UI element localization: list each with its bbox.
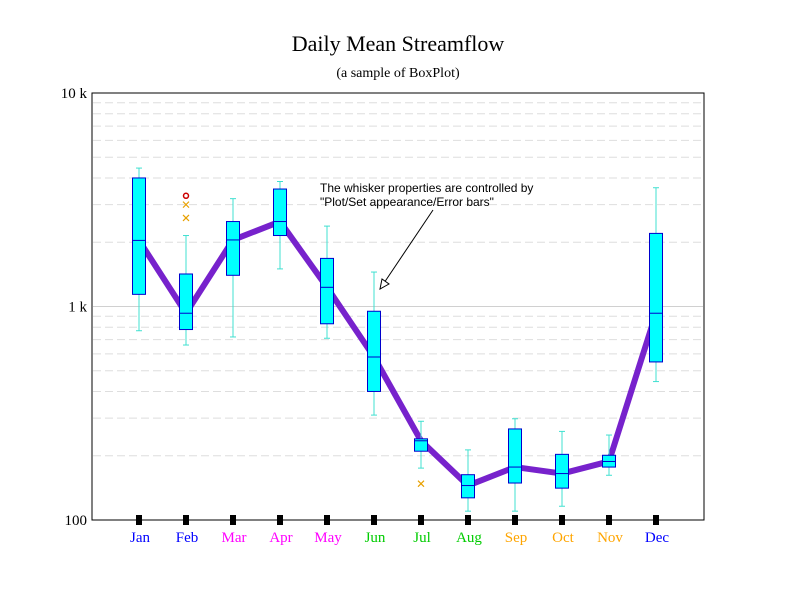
box-jul (414, 420, 428, 488)
annotation-line-1: The whisker properties are controlled by (320, 181, 533, 195)
x-tick-label: Apr (269, 530, 292, 546)
x-tick-mark (277, 515, 283, 525)
outlier-marker (182, 214, 190, 222)
x-tick-label: Jan (130, 530, 150, 546)
box-body (414, 438, 428, 452)
box-body (508, 428, 522, 484)
x-tick-mark (559, 515, 565, 525)
box-aug (461, 449, 475, 512)
box-body (132, 177, 146, 295)
x-tick-mark (512, 515, 518, 525)
x-tick-mark (371, 515, 377, 525)
x-tick-mark (606, 515, 612, 525)
box-feb (179, 192, 193, 346)
median-trend-line (136, 218, 659, 489)
x-tick-label: Jun (365, 530, 386, 546)
box-body (320, 257, 334, 325)
box-body (461, 474, 475, 499)
chart-subtitle: (a sample of BoxPlot) (336, 66, 460, 81)
x-tick-mark (183, 515, 189, 525)
plot-area-frame (91, 92, 705, 521)
box-body (273, 188, 287, 237)
x-tick-mark (653, 515, 659, 525)
chart-title: Daily Mean Streamflow (292, 31, 505, 56)
box-sep (508, 418, 522, 512)
boxes-layer (132, 167, 663, 512)
x-tick-label: Nov (597, 530, 623, 546)
box-jan (132, 167, 146, 332)
x-tick-mark (418, 515, 424, 525)
annotation: The whisker properties are controlled by… (320, 181, 533, 290)
y-tick-label: 1 k (68, 300, 87, 316)
x-tick-mark (465, 515, 471, 525)
box-apr (273, 181, 287, 270)
x-tick-label: Aug (456, 530, 482, 546)
outlier-marker (417, 480, 425, 488)
x-axis-ticks: Jan Feb Mar Apr May Jun Jul Aug Sep Oct Nov Dec (130, 515, 669, 546)
x-tick-label: Oct (552, 530, 574, 546)
box-body (367, 310, 381, 392)
median-line-layer (136, 218, 659, 489)
box-body (179, 273, 193, 331)
box-body (555, 453, 569, 489)
x-tick-mark (136, 515, 142, 525)
x-tick-mark (230, 515, 236, 525)
box-dec (649, 187, 663, 383)
x-tick-label: Jul (413, 530, 431, 546)
box-jun (367, 271, 381, 416)
x-tick-label: Dec (645, 530, 669, 546)
y-axis-ticks: 100 1 k 10 k (61, 86, 88, 529)
annotation-arrow-head (379, 278, 390, 290)
outlier-far-marker (182, 192, 190, 200)
box-may (320, 225, 334, 339)
outlier-marker (182, 201, 190, 209)
box-body (649, 232, 663, 363)
box-nov (602, 434, 616, 476)
annotation-line-2: "Plot/Set appearance/Error bars" (320, 195, 494, 209)
annotation-arrow-shaft (383, 209, 434, 284)
box-oct (555, 430, 569, 507)
y-tick-label: 100 (65, 513, 88, 529)
x-tick-mark (324, 515, 330, 525)
box-mar (226, 198, 240, 338)
y-tick-label: 10 k (61, 86, 88, 102)
x-tick-label: Feb (176, 530, 199, 546)
x-tick-label: Sep (505, 530, 528, 546)
box-body (226, 221, 240, 276)
x-tick-label: Mar (222, 530, 247, 546)
grid-lines (93, 102, 703, 457)
x-tick-label: May (314, 530, 342, 546)
